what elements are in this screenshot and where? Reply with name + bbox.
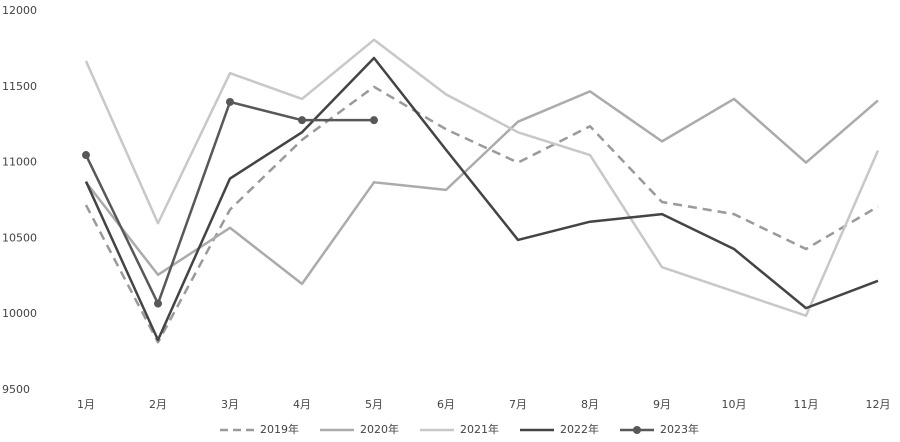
x-tick-label: 8月	[581, 398, 599, 411]
series-line	[84, 100, 374, 305]
x-tick-label: 4月	[293, 398, 311, 411]
x-tick-label: 9月	[653, 398, 671, 411]
point	[370, 116, 378, 125]
x-tick-label: 2月	[149, 398, 167, 411]
y-tick-label: 11000	[2, 156, 37, 169]
legend-label: 2022年	[560, 422, 599, 436]
y-tick-label: 10500	[2, 231, 37, 244]
series-line	[84, 38, 880, 317]
y-tick-label: 12000	[2, 4, 37, 17]
x-tick-label: 6月	[437, 398, 455, 411]
x-tick-label: 7月	[509, 398, 527, 411]
point	[226, 97, 234, 106]
legend-label: 2021年	[460, 422, 499, 436]
y-tick-label: 11500	[2, 80, 37, 93]
x-tick-label: 3月	[221, 398, 239, 411]
legend-label: 2023年	[660, 422, 699, 436]
point	[298, 116, 306, 125]
series-line	[84, 56, 879, 342]
series-line	[85, 90, 879, 286]
y-tick-label: 9500	[2, 383, 30, 396]
x-tick-label: 10月	[722, 398, 747, 411]
legend-marker	[633, 426, 641, 434]
x-tick-label: 5月	[365, 398, 383, 411]
point	[154, 299, 162, 308]
legend-label: 2020年	[360, 422, 399, 436]
series-line	[84, 85, 879, 344]
point	[82, 151, 90, 160]
x-tick-label: 11月	[794, 398, 819, 411]
y-tick-label: 10000	[2, 307, 37, 320]
x-tick-label: 12月	[866, 398, 891, 411]
x-tick-label: 1月	[77, 398, 95, 411]
legend-label: 2019年	[260, 422, 299, 436]
